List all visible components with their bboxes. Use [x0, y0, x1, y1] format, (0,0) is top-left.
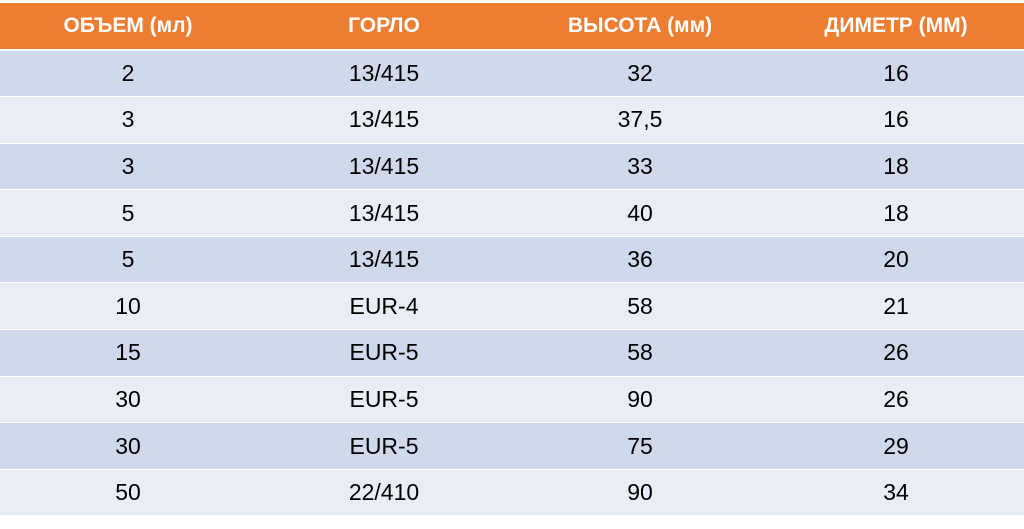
cell-diameter: 29 [768, 422, 1024, 470]
cell-height: 40 [512, 189, 768, 237]
cell-height: 33 [512, 143, 768, 191]
cell-height: 90 [512, 469, 768, 517]
cell-diameter: 16 [768, 96, 1024, 144]
table-row: 30 EUR-5 75 29 [0, 422, 1024, 470]
table-row: 15 EUR-5 58 26 [0, 329, 1024, 377]
cell-diameter: 16 [768, 50, 1024, 98]
cell-neck: EUR-4 [256, 282, 512, 331]
cell-neck: EUR-5 [256, 422, 512, 470]
cell-diameter: 20 [768, 236, 1024, 284]
table-row: 30 EUR-5 90 26 [0, 376, 1024, 424]
cell-neck: EUR-5 [256, 329, 512, 377]
cell-height: 90 [512, 376, 768, 424]
table-header: ОБЪЕМ (мл) ГОРЛО ВЫСОТА (мм) ДИМЕТР (ММ) [0, 3, 1024, 51]
cell-neck: EUR-5 [256, 376, 512, 424]
header-height: ВЫСОТА (мм) [512, 3, 768, 51]
table-row: 5 13/415 36 20 [0, 236, 1024, 284]
cell-volume: 5 [0, 236, 256, 284]
cell-volume: 30 [0, 376, 256, 424]
cell-volume: 15 [0, 329, 256, 377]
cell-neck: 22/410 [256, 469, 512, 517]
cell-volume: 3 [0, 96, 256, 144]
cell-neck: 13/415 [256, 50, 512, 98]
table-row: 5 13/415 40 18 [0, 189, 1024, 237]
cell-diameter: 34 [768, 469, 1024, 517]
table-row: 3 13/415 37,5 16 [0, 96, 1024, 144]
cell-neck: 13/415 [256, 96, 512, 144]
cell-height: 32 [512, 50, 768, 98]
cell-neck: 13/415 [256, 143, 512, 191]
cell-diameter: 26 [768, 329, 1024, 377]
specs-table-container: ОБЪЕМ (мл) ГОРЛО ВЫСОТА (мм) ДИМЕТР (ММ)… [0, 3, 1024, 517]
cell-volume: 50 [0, 469, 256, 517]
cell-volume: 10 [0, 282, 256, 331]
cell-height: 36 [512, 236, 768, 284]
table-row: 50 22/410 90 34 [0, 469, 1024, 517]
header-neck: ГОРЛО [256, 3, 512, 51]
cell-volume: 2 [0, 50, 256, 98]
header-diameter: ДИМЕТР (ММ) [768, 3, 1024, 51]
cell-height: 58 [512, 282, 768, 331]
header-volume: ОБЪЕМ (мл) [0, 3, 256, 51]
table-body: 2 13/415 32 16 3 13/415 37,5 16 3 13/415… [0, 50, 1024, 517]
table-row: 2 13/415 32 16 [0, 50, 1024, 98]
cell-height: 58 [512, 329, 768, 377]
table-row: 10 EUR-4 58 21 [0, 282, 1024, 331]
cell-diameter: 21 [768, 282, 1024, 331]
cell-neck: 13/415 [256, 189, 512, 237]
cell-diameter: 26 [768, 376, 1024, 424]
cell-height: 37,5 [512, 96, 768, 144]
cell-height: 75 [512, 422, 768, 470]
cell-diameter: 18 [768, 143, 1024, 191]
table-row: 3 13/415 33 18 [0, 143, 1024, 191]
cell-diameter: 18 [768, 189, 1024, 237]
header-row: ОБЪЕМ (мл) ГОРЛО ВЫСОТА (мм) ДИМЕТР (ММ) [0, 3, 1024, 51]
specs-table: ОБЪЕМ (мл) ГОРЛО ВЫСОТА (мм) ДИМЕТР (ММ)… [0, 3, 1024, 517]
cell-volume: 3 [0, 143, 256, 191]
cell-volume: 30 [0, 422, 256, 470]
cell-volume: 5 [0, 189, 256, 237]
cell-neck: 13/415 [256, 236, 512, 284]
